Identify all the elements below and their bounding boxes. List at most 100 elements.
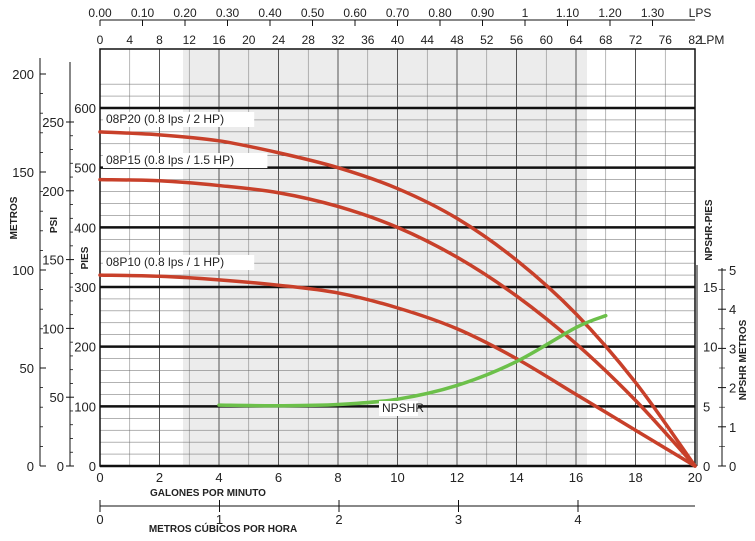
npshr-metros-tick-label: 0 [729,459,736,474]
y-axis-label-metros: METROS [9,196,20,239]
pies-tick-label: 300 [74,280,96,295]
metros-tick-label: 100 [12,263,34,278]
psi-tick-label: 0 [57,459,64,474]
axes: 0 4 8 12 16 20 24 28 32 36 40 44 48 52 56 60 64 68 72 76 820… [12,6,736,527]
lps-tick-label: 1.20 [598,6,622,20]
lpm-tick-label: 48 [450,33,464,47]
npshr-pies-tick-label: 10 [703,340,717,355]
lpm-tick-label: 8 [156,33,163,47]
series-label-2: 08P15 (0.8 lps / 1.5 HP) [106,153,234,167]
lpm-tick-label: 64 [569,33,583,47]
series-label-bg-3 [103,255,255,270]
metros-tick-label: 50 [20,361,34,376]
lpm-tick-label: 0 [97,33,104,47]
x-axis-label-m3h: METROS CÚBICOS POR HORA [149,522,297,535]
lpm-tick-label: 16 [212,33,226,47]
m3h-tick-label: 2 [335,512,342,527]
gpm-tick-label: 10 [390,470,404,485]
m3h-tick-label: 1 [216,512,223,527]
pies-tick-label: 600 [74,101,96,116]
lps-tick-label: 0.70 [386,6,410,20]
y-axis-label-npshr-metros: NPSHR METROS [738,319,749,400]
pies-tick-label: 0 [89,459,96,474]
plot-border [99,48,696,467]
lpm-tick-label: 72 [629,33,643,47]
lpm-tick-label: 40 [391,33,405,47]
lps-tick-label: 1 [522,6,529,20]
x-axis-label-lps: LPS [689,6,712,20]
lpm-tick-label: 82 [688,33,702,47]
gpm-tick-label: 2 [156,470,163,485]
lpm-tick-label: 24 [272,33,286,47]
lpm-tick-label: 68 [599,33,613,47]
lps-tick-label: 0.30 [216,6,240,20]
metros-tick-label: 150 [12,165,34,180]
gpm-tick-label: 4 [215,470,222,485]
lpm-tick-label: 32 [331,33,345,47]
series-label-3: 08P10 (0.8 lps / 1 HP) [106,255,224,269]
lps-tick-label: 0.00 [88,6,112,20]
gpm-tick-label: 18 [628,470,642,485]
npshr-metros-tick-label: 5 [729,263,736,278]
gpm-tick-label: 0 [96,470,103,485]
series-line-2 [98,177,697,468]
series-labels: 08P20 (0.8 lps / 2 HP) 08P15 (0.8 lps / 1… [103,112,424,416]
lpm-tick-label: 76 [659,33,673,47]
series-group [98,130,697,468]
m3h-tick-label: 4 [574,512,581,527]
lps-tick-label: 1.30 [641,6,665,20]
gpm-tick-label: 16 [569,470,583,485]
pies-tick-label: 100 [74,399,96,414]
npshr-metros-tick-label: 4 [729,302,736,317]
npshr-pies-tick-label: 5 [703,399,710,414]
pies-tick-label: 200 [74,340,96,355]
pies-tick-label: 400 [74,220,96,235]
series-line-3 [98,273,697,468]
series-label-bg-2 [103,153,268,168]
series-line-4 [217,313,608,408]
lpm-tick-label: 44 [421,33,435,47]
gpm-tick-label: 8 [334,470,341,485]
lps-tick-label: 0.90 [471,6,495,20]
series-line-1 [98,130,697,468]
metros-tick-label: 200 [12,67,34,82]
gpm-tick-label: 20 [688,470,702,485]
npshr-metros-tick-label: 2 [729,381,736,396]
m3h-tick-label: 0 [96,512,103,527]
psi-tick-label: 150 [42,253,64,268]
metros-tick-label: 0 [27,459,34,474]
y-axis-label-pies: PIES [80,246,91,269]
lps-tick-label: 0.80 [428,6,452,20]
lps-tick-label: 0.20 [173,6,197,20]
lps-tick-label: 0.40 [258,6,282,20]
psi-tick-label: 250 [42,115,64,130]
series-label-bg-1 [103,112,255,127]
psi-tick-label: 100 [42,321,64,336]
m3h-tick-label: 3 [455,512,462,527]
gpm-tick-label: 12 [450,470,464,485]
lpm-tick-label: 36 [361,33,375,47]
lpm-tick-label: 4 [126,33,133,47]
npshr-pies-tick-label: 0 [703,459,710,474]
lpm-tick-label: 60 [540,33,554,47]
npshr-pies-tick-label: 15 [703,280,717,295]
y-axis-label-psi: PSI [49,217,60,233]
lpm-tick-label: 56 [510,33,524,47]
lpm-tick-label: 20 [242,33,256,47]
lps-tick-label: 0.10 [131,6,155,20]
lps-tick-label: 0.50 [301,6,325,20]
lps-tick-label: 0.60 [343,6,367,20]
lpm-tick-label: 28 [302,33,316,47]
gpm-tick-label: 6 [275,470,282,485]
lpm-tick-label: 52 [480,33,494,47]
series-label-4: NPSHR [382,401,424,415]
psi-tick-label: 50 [50,390,64,405]
y-axis-label-npshr-pies: NPSHR-PIES [704,199,715,260]
npshr-metros-tick-label: 1 [729,420,736,435]
series-label-bg-4 [379,401,418,416]
pies-tick-label: 500 [74,161,96,176]
x-axis-label-gpm: GALONES POR MINUTO [150,488,266,499]
psi-tick-label: 200 [42,184,64,199]
lps-tick-label: 1.10 [556,6,580,20]
